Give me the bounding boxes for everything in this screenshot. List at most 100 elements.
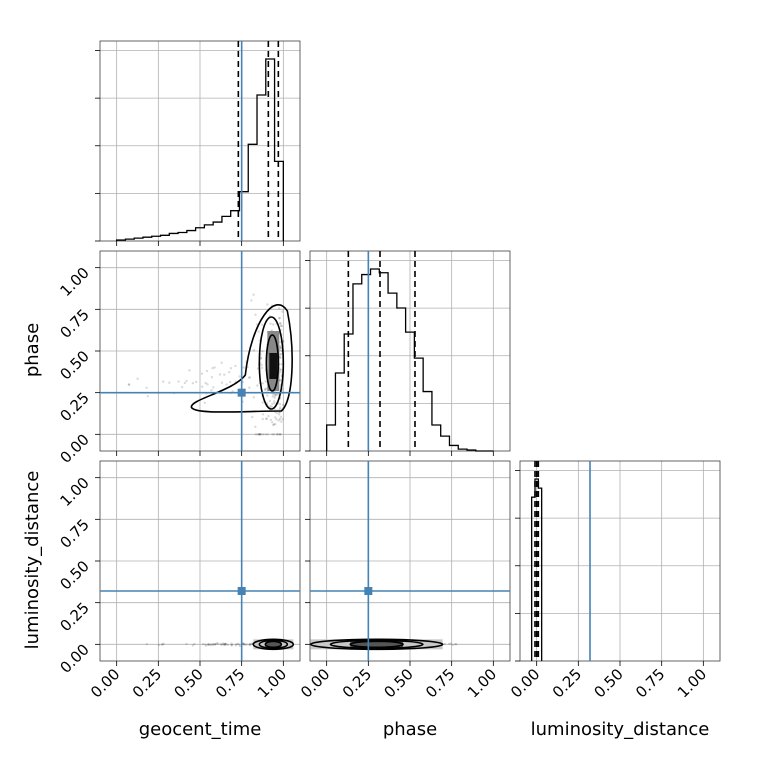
sample-point	[260, 366, 264, 370]
sample-point	[214, 642, 217, 646]
sample-point	[241, 642, 245, 645]
sample-point	[191, 644, 195, 647]
sample-point	[228, 380, 232, 384]
sample-point	[275, 418, 278, 421]
sample-point	[279, 378, 282, 382]
sample-point	[279, 433, 282, 436]
sample-point	[280, 420, 283, 423]
sample-point	[269, 418, 273, 422]
sample-point	[281, 417, 284, 421]
sample-point	[254, 425, 257, 429]
sample-point	[273, 402, 276, 405]
sample-point	[237, 643, 241, 646]
sample-point	[210, 375, 214, 379]
sample-point	[271, 433, 274, 436]
sample-point	[242, 642, 245, 646]
sample-point	[157, 643, 161, 647]
sample-point	[254, 313, 257, 316]
sample-point	[223, 643, 227, 646]
sample-point	[220, 361, 223, 364]
sample-point	[204, 381, 207, 385]
sample-point	[127, 383, 131, 386]
sample-point	[266, 394, 269, 397]
density-content	[127, 293, 293, 436]
sample-point	[274, 393, 277, 397]
truth-marker	[237, 587, 246, 595]
sample-point	[162, 380, 165, 383]
sample-point	[274, 416, 277, 419]
sample-point	[279, 346, 282, 349]
sample-point	[268, 399, 272, 403]
sample-point	[256, 384, 259, 387]
sample-point	[234, 644, 238, 647]
sample-point	[241, 643, 245, 646]
x-axis-label-luminosity-distance: luminosity_distance	[531, 719, 710, 740]
sample-point	[222, 642, 225, 645]
contour-1	[190, 304, 293, 413]
sample-point	[259, 357, 263, 360]
sample-point	[205, 369, 209, 373]
sample-point	[257, 433, 261, 436]
sample-point	[243, 643, 247, 646]
sample-point	[269, 322, 272, 325]
sample-point	[204, 643, 207, 646]
contour-1	[310, 638, 444, 651]
sample-point	[272, 323, 275, 326]
sample-point	[266, 303, 269, 306]
sample-point	[185, 642, 188, 646]
x-axis-label-geocent-time: geocent_time	[139, 719, 262, 740]
sample-point	[273, 396, 276, 399]
sample-point	[281, 310, 284, 313]
sample-point	[203, 401, 206, 405]
sample-point	[265, 387, 268, 390]
sample-point	[443, 642, 447, 646]
sample-point	[451, 643, 454, 647]
sample-point	[193, 642, 196, 646]
sample-point	[200, 372, 204, 375]
sample-point	[238, 644, 242, 648]
sample-point	[278, 348, 282, 352]
sample-point	[272, 433, 276, 436]
sample-point	[127, 383, 131, 386]
sample-point	[447, 642, 451, 646]
density-content	[145, 638, 295, 651]
contour-1	[252, 638, 295, 651]
sample-point	[276, 433, 279, 436]
density-panel-phase-vs-geocent-time: 0.000.250.500.751.00	[56, 250, 301, 467]
sample-point	[258, 433, 261, 436]
sample-point	[254, 433, 258, 436]
sample-point	[223, 642, 227, 646]
sample-point	[278, 402, 282, 406]
sample-point	[278, 356, 282, 359]
sample-point	[261, 433, 265, 436]
sample-point	[213, 643, 217, 646]
sample-point	[218, 373, 222, 376]
sample-point	[278, 417, 282, 421]
contour-2	[258, 316, 285, 410]
truth-marker	[364, 587, 373, 595]
sample-point	[279, 368, 282, 372]
sample-point	[279, 324, 283, 327]
sample-point	[267, 414, 270, 418]
sample-point	[194, 380, 198, 384]
sample-point	[278, 317, 281, 320]
histogram-step-luminosity-distance	[531, 478, 543, 661]
sample-point	[266, 433, 269, 436]
contour-2	[329, 639, 424, 650]
sample-point	[277, 307, 281, 310]
sample-point	[273, 394, 277, 397]
contour-2	[258, 639, 289, 650]
sample-point	[229, 367, 233, 370]
sample-point	[248, 642, 252, 646]
sample-point	[204, 644, 208, 647]
sample-point	[212, 386, 215, 389]
sample-point	[280, 324, 283, 328]
sample-point	[209, 643, 213, 647]
sample-point	[161, 643, 164, 646]
sample-point	[272, 423, 275, 427]
sample-point	[211, 643, 215, 646]
sample-point	[211, 367, 214, 370]
sample-point	[265, 417, 268, 420]
contour-3	[264, 640, 283, 649]
